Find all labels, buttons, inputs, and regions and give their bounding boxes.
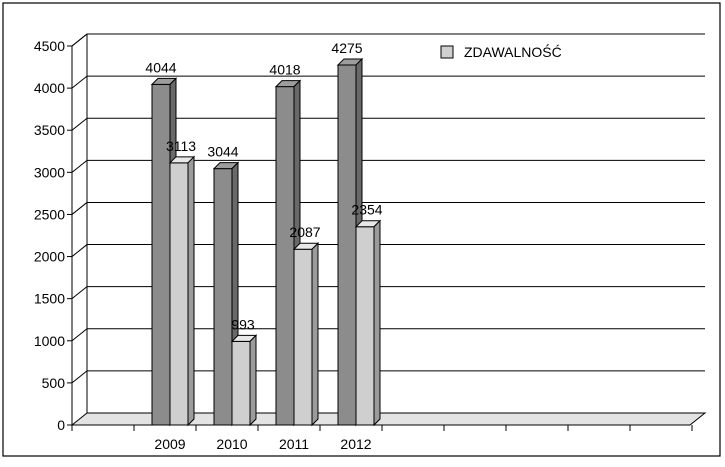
- y-tick-label: 4500: [34, 38, 65, 54]
- data-label: 3113: [166, 138, 196, 154]
- x-tick-label: 2011: [279, 436, 309, 452]
- back-wall: [87, 34, 705, 413]
- y-tick-label: 1000: [34, 333, 65, 349]
- gridline-depth: [71, 286, 88, 300]
- bar-front: [151, 83, 171, 426]
- x-tick-label: 2009: [154, 436, 185, 452]
- gridline-depth: [71, 159, 88, 173]
- bar-side: [373, 219, 381, 427]
- y-axis-depth-line: [71, 33, 88, 47]
- bar-front: [293, 248, 313, 426]
- data-label: 993: [231, 316, 255, 332]
- gridline-depth: [71, 328, 88, 342]
- gridline-depth: [71, 75, 88, 89]
- y-tick-label: 4000: [34, 80, 65, 96]
- y-tick-label: 3500: [34, 122, 65, 138]
- data-labels: 4044 3113 3044 993 4018 2087 4275 2354: [145, 40, 382, 332]
- y-tick-label: 0: [57, 417, 65, 433]
- bar-front: [169, 162, 189, 426]
- gridline-depth: [71, 117, 88, 131]
- y-tick-label: 1500: [34, 291, 65, 307]
- gridline-depth: [71, 244, 88, 257]
- y-tick-label: 2000: [34, 249, 65, 265]
- bars: [150, 57, 382, 427]
- gridline-depth: [71, 370, 88, 384]
- bar-front: [355, 226, 375, 426]
- y-tick-label: 500: [42, 375, 66, 391]
- data-label: 4044: [145, 59, 176, 75]
- legend-label: ZDAWALNOŚĆ: [464, 43, 562, 60]
- x-tick-label: 2012: [340, 436, 371, 452]
- data-label: 2354: [351, 202, 382, 218]
- bar-side: [311, 242, 319, 427]
- bar-front: [231, 340, 251, 426]
- bar-front: [337, 64, 357, 426]
- bar-side: [249, 334, 257, 427]
- data-label: 2087: [289, 224, 320, 240]
- data-label: 4018: [269, 62, 300, 78]
- bar-front: [213, 168, 233, 426]
- y-tick-label: 3000: [34, 164, 65, 180]
- gridline-depth: [71, 202, 88, 215]
- x-axis-ticks: 2009 2010 2011 2012: [71, 425, 693, 452]
- y-axis-ticks: 0 500 1000 1500 2000 2500 3000 3500 4000 4500: [34, 38, 72, 433]
- legend: ZDAWALNOŚĆ: [440, 43, 562, 60]
- data-label: 3044: [207, 144, 238, 160]
- bar-front: [275, 86, 295, 426]
- bar-side: [187, 155, 195, 427]
- legend-swatch: [440, 45, 454, 59]
- y-tick-label: 2500: [34, 206, 65, 222]
- x-tick-label: 2010: [216, 436, 247, 452]
- data-label: 4275: [331, 40, 362, 56]
